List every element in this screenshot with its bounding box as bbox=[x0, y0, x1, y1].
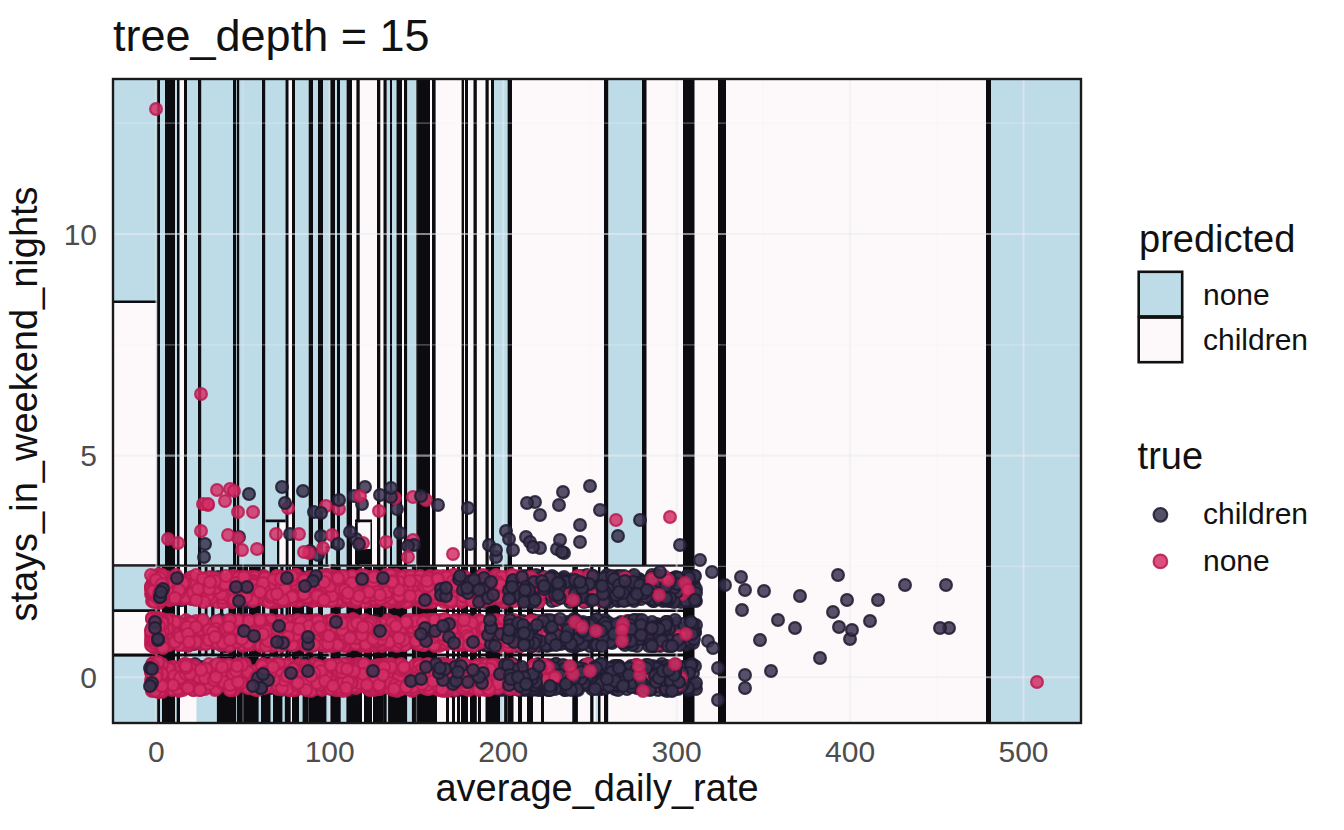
svg-text:tree_depth = 15: tree_depth = 15 bbox=[113, 10, 430, 61]
svg-text:5: 5 bbox=[80, 439, 97, 472]
svg-text:none: none bbox=[1203, 544, 1270, 577]
svg-text:none: none bbox=[1203, 278, 1270, 311]
svg-text:stays_in_weekend_nights: stays_in_weekend_nights bbox=[3, 186, 45, 621]
svg-text:0: 0 bbox=[148, 735, 165, 768]
svg-text:300: 300 bbox=[652, 735, 702, 768]
svg-text:10: 10 bbox=[64, 218, 97, 251]
svg-text:children: children bbox=[1203, 323, 1308, 356]
svg-text:400: 400 bbox=[825, 735, 875, 768]
svg-text:200: 200 bbox=[478, 735, 528, 768]
svg-text:true: true bbox=[1138, 435, 1203, 477]
svg-text:100: 100 bbox=[305, 735, 355, 768]
svg-text:average_daily_rate: average_daily_rate bbox=[435, 767, 758, 809]
svg-text:children: children bbox=[1203, 497, 1308, 530]
svg-text:0: 0 bbox=[80, 661, 97, 694]
svg-text:500: 500 bbox=[998, 735, 1048, 768]
svg-text:predicted: predicted bbox=[1139, 218, 1295, 260]
